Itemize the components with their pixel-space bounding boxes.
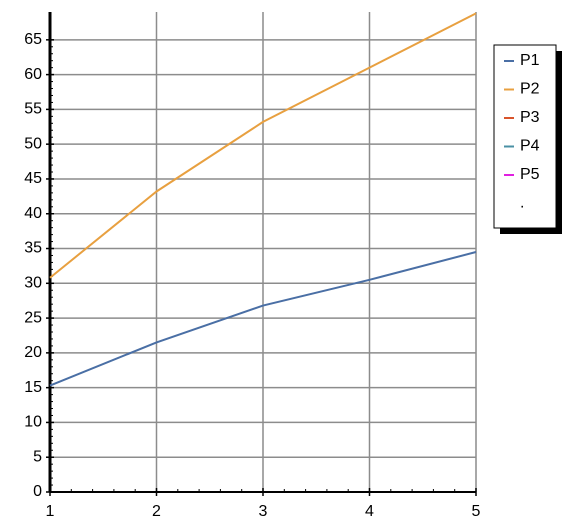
x-tick-label: 1 <box>46 503 55 520</box>
y-tick-label: 0 <box>33 483 42 500</box>
y-tick-label: 35 <box>24 240 42 257</box>
y-tick-label: 40 <box>24 205 42 222</box>
y-tick-label: 30 <box>24 275 42 292</box>
series-line <box>49 12 477 279</box>
legend-label: P3 <box>520 109 540 126</box>
x-tick-label: 4 <box>365 503 374 520</box>
y-tick-label: 15 <box>24 379 42 396</box>
y-tick-label: 50 <box>24 135 42 152</box>
y-tick-label: 25 <box>24 309 42 326</box>
y-tick-label: 10 <box>24 414 42 431</box>
legend-label: P2 <box>520 81 540 98</box>
x-tick-label: 2 <box>152 503 161 520</box>
y-tick-label: 45 <box>24 170 42 187</box>
legend-label: P4 <box>520 138 540 155</box>
x-tick-label: 5 <box>472 503 481 520</box>
x-tick-label: 3 <box>259 503 268 520</box>
legend-label: . <box>520 195 524 212</box>
y-tick-label: 20 <box>24 344 42 361</box>
legend <box>493 44 557 229</box>
y-tick-label: 60 <box>24 66 42 83</box>
series-line <box>49 251 477 387</box>
legend-label: P1 <box>520 52 540 69</box>
y-tick-label: 55 <box>24 101 42 118</box>
legend-label: P5 <box>520 166 540 183</box>
y-tick-label: 65 <box>24 31 42 48</box>
y-tick-label: 5 <box>33 448 42 465</box>
